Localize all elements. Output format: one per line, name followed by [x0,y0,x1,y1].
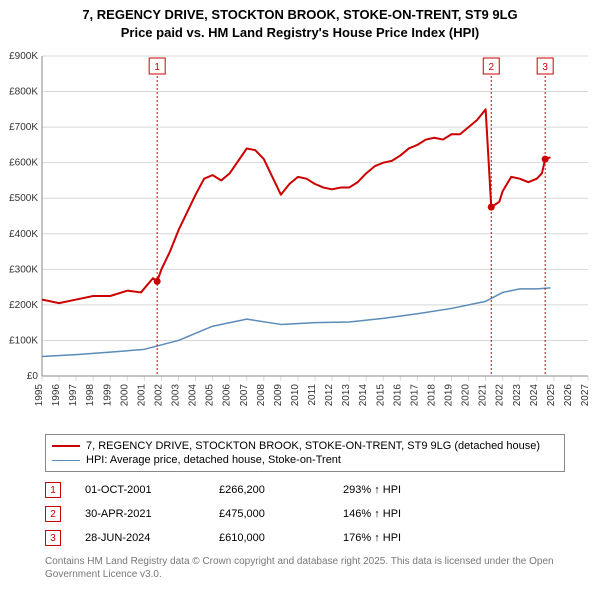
svg-text:3: 3 [542,62,548,73]
svg-text:1999: 1999 [102,384,113,407]
svg-text:£700K: £700K [9,122,38,133]
svg-text:2006: 2006 [222,384,233,407]
svg-text:2015: 2015 [375,384,386,407]
event-hpi: 176% ↑ HPI [343,532,565,544]
svg-text:1996: 1996 [51,384,62,407]
svg-text:2018: 2018 [426,384,437,407]
title-line-2: Price paid vs. HM Land Registry's House … [10,24,590,42]
svg-text:2020: 2020 [461,384,472,407]
legend-swatch [52,445,80,447]
event-date: 28-JUN-2024 [85,532,195,544]
svg-text:£0: £0 [27,371,39,382]
svg-text:£300K: £300K [9,264,38,275]
event-badge: 1 [45,482,61,498]
svg-text:2014: 2014 [358,384,369,407]
event-price: £266,200 [219,484,319,496]
event-hpi: 146% ↑ HPI [343,508,565,520]
svg-text:2005: 2005 [205,384,216,407]
svg-text:2025: 2025 [546,384,557,407]
chart-container: 7, REGENCY DRIVE, STOCKTON BROOK, STOKE-… [0,0,600,590]
footnote: Contains HM Land Registry data © Crown c… [45,556,565,581]
event-badge: 3 [45,530,61,546]
legend: 7, REGENCY DRIVE, STOCKTON BROOK, STOKE-… [45,434,565,472]
svg-text:2027: 2027 [580,384,591,407]
svg-text:1: 1 [154,62,160,73]
svg-text:2004: 2004 [188,384,199,407]
svg-text:2013: 2013 [341,384,352,407]
svg-text:£500K: £500K [9,193,38,204]
svg-text:2003: 2003 [171,384,182,407]
svg-text:2019: 2019 [444,384,455,407]
svg-text:2002: 2002 [153,384,164,407]
svg-text:2024: 2024 [529,384,540,407]
svg-text:2008: 2008 [256,384,267,407]
event-row: 2 30-APR-2021 £475,000 146% ↑ HPI [45,502,565,526]
legend-label: 7, REGENCY DRIVE, STOCKTON BROOK, STOKE-… [86,440,540,452]
event-price: £610,000 [219,532,319,544]
event-date: 01-OCT-2001 [85,484,195,496]
event-table: 1 01-OCT-2001 £266,200 293% ↑ HPI 2 30-APR-20… [45,478,565,550]
svg-text:£800K: £800K [9,87,38,98]
svg-text:1998: 1998 [85,384,96,407]
svg-text:2017: 2017 [409,384,420,407]
chart-title: 7, REGENCY DRIVE, STOCKTON BROOK, STOKE-… [0,0,600,41]
svg-text:2010: 2010 [290,384,301,407]
title-line-1: 7, REGENCY DRIVE, STOCKTON BROOK, STOKE-… [10,6,590,24]
svg-text:2000: 2000 [119,384,130,407]
svg-text:2: 2 [488,62,494,73]
svg-text:2011: 2011 [307,384,318,406]
event-row: 1 01-OCT-2001 £266,200 293% ↑ HPI [45,478,565,502]
svg-text:£600K: £600K [9,158,38,169]
chart-plot: £0 £100K £200K £300K £400K £500K £600K £700K £80… [0,50,600,426]
event-hpi: 293% ↑ HPI [343,484,565,496]
legend-swatch [52,460,80,461]
event-row: 3 28-JUN-2024 £610,000 176% ↑ HPI [45,526,565,550]
event-price: £475,000 [219,508,319,520]
svg-text:2001: 2001 [136,384,147,407]
svg-text:2022: 2022 [495,384,506,407]
svg-text:2012: 2012 [324,384,335,407]
event-badge: 2 [45,506,61,522]
svg-text:2023: 2023 [512,384,523,407]
svg-text:2007: 2007 [239,384,250,407]
svg-text:2009: 2009 [273,384,284,407]
svg-text:2021: 2021 [478,384,489,407]
svg-text:£400K: £400K [9,229,38,240]
svg-text:2026: 2026 [563,384,574,407]
svg-text:2016: 2016 [392,384,403,407]
chart-svg: £0 £100K £200K £300K £400K £500K £600K £700K £80… [0,50,600,426]
legend-item: 7, REGENCY DRIVE, STOCKTON BROOK, STOKE-… [52,439,558,453]
svg-text:1995: 1995 [34,384,45,407]
event-date: 30-APR-2021 [85,508,195,520]
legend-label: HPI: Average price, detached house, Stok… [86,454,341,466]
svg-text:£100K: £100K [9,335,38,346]
svg-text:1997: 1997 [68,384,79,407]
svg-text:£200K: £200K [9,300,38,311]
svg-text:£900K: £900K [9,51,38,62]
legend-item: HPI: Average price, detached house, Stok… [52,453,558,467]
